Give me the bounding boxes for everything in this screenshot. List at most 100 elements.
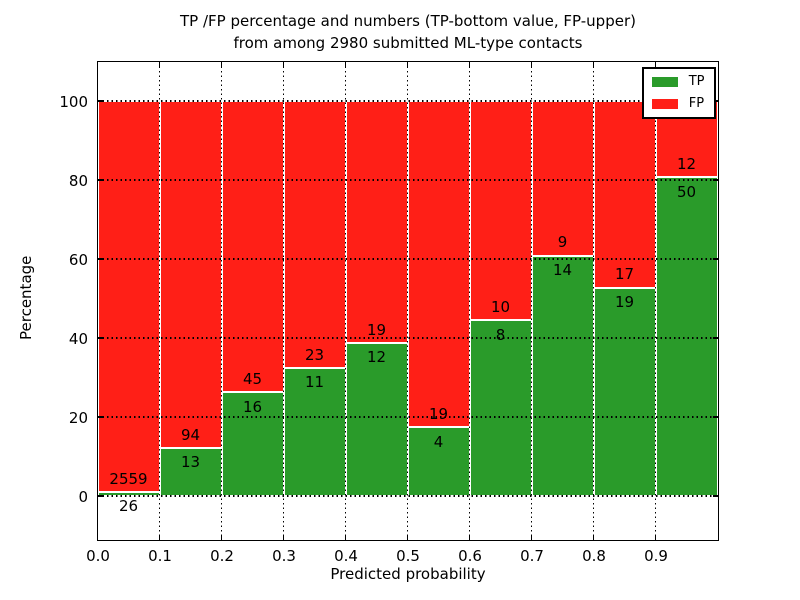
x-gridline	[344, 61, 347, 540]
bar-tp-count: 13	[180, 453, 201, 472]
legend: TP FP	[641, 66, 716, 119]
bar-fp-count: 9	[557, 233, 568, 252]
x-tick-top	[344, 61, 347, 67]
x-tick-label: 0.7	[520, 547, 544, 565]
x-tick	[158, 534, 161, 540]
bar-tp-count: 12	[366, 348, 387, 367]
bar-fp-segment	[97, 101, 160, 493]
y-tick	[97, 416, 103, 418]
x-tick-top	[96, 61, 99, 67]
bar-tp-count: 4	[433, 432, 444, 451]
bar-tp-segment	[345, 343, 408, 497]
tick-marks-layer	[96, 61, 718, 540]
x-tick-label: 0.4	[334, 547, 358, 565]
y-tick-right	[712, 495, 718, 497]
legend-swatch-tp	[651, 76, 678, 87]
x-tick	[282, 534, 285, 540]
annotations-layer: 2559 26 94 13 45 16 23 11 19 12 19 4 10 8 9 14 17 19 12 50	[98, 62, 718, 540]
chart-title: TP /FP percentage and numbers (TP-bottom…	[98, 10, 718, 54]
bar-tp-count: 11	[304, 373, 325, 392]
x-gridline	[654, 61, 657, 540]
bar-fp-count: 2559	[109, 469, 148, 488]
y-tick-label: 80	[68, 171, 88, 190]
x-tick	[654, 534, 657, 540]
x-tick	[406, 534, 409, 540]
bar-fp-count: 94	[180, 425, 201, 444]
y-tick-label: 40	[68, 329, 88, 348]
x-gridline	[282, 61, 285, 540]
bar-tp-segment	[407, 427, 470, 497]
x-tick-label: 0.8	[582, 547, 606, 565]
bar-tp-count: 50	[676, 182, 697, 201]
x-tick-top	[220, 61, 223, 67]
x-tick-top	[406, 61, 409, 67]
bar-fp-segment	[345, 101, 408, 344]
y-tick-label: 60	[68, 250, 88, 269]
x-tick	[96, 534, 99, 540]
y-tick-label: 20	[68, 408, 88, 427]
x-tick	[592, 534, 595, 540]
bar-tp-segment	[469, 320, 532, 497]
x-tick-label: 0.6	[458, 547, 482, 565]
y-tick	[97, 179, 103, 181]
bar-fp-count: 45	[242, 369, 263, 388]
x-tick-top	[654, 61, 657, 67]
chart-title-line2: from among 2980 submitted ML-type contac…	[233, 34, 583, 52]
grid-layer	[97, 61, 718, 540]
x-tick-label: 0.3	[272, 547, 296, 565]
x-gridline	[406, 61, 409, 540]
chart-title-line1: TP /FP percentage and numbers (TP-bottom…	[180, 12, 636, 30]
x-tick-label: 0.9	[644, 547, 668, 565]
y-tick-label: 0	[78, 487, 88, 506]
y-tick	[97, 100, 103, 102]
bar-tp-segment	[283, 368, 346, 497]
plot-area: 2559 26 94 13 45 16 23 11 19 12 19 4 10 8 9 14 17 19 12 50 …	[96, 60, 719, 541]
x-tick-top	[592, 61, 595, 67]
x-tick	[530, 534, 533, 540]
x-tick-label: 0.1	[148, 547, 172, 565]
legend-label-fp: FP	[688, 95, 705, 111]
x-gridline	[220, 61, 223, 540]
bar-tp-count: 19	[614, 292, 635, 311]
bar-tp-count: 16	[242, 397, 263, 416]
x-tick-label: 0.5	[396, 547, 420, 565]
x-tick-label: 0.0	[86, 547, 110, 565]
x-tick-top	[530, 61, 533, 67]
bar-fp-segment	[283, 101, 346, 369]
x-tick	[220, 534, 223, 540]
bar-fp-segment	[531, 101, 594, 256]
bar-fp-count: 19	[366, 320, 387, 339]
legend-label-tp: TP	[688, 73, 705, 89]
y-tick	[97, 495, 103, 497]
bar-fp-count: 10	[490, 298, 511, 317]
y-tick-label: 100	[59, 92, 88, 111]
bar-fp-count: 19	[428, 404, 449, 423]
x-gridline	[530, 61, 533, 540]
bar-tp-count: 14	[552, 260, 573, 279]
x-tick-label: 0.2	[210, 547, 234, 565]
x-gridline	[592, 61, 595, 540]
bar-tp-count: 8	[495, 325, 506, 344]
y-tick	[97, 337, 103, 339]
y-axis-label: Percentage	[17, 255, 35, 340]
legend-entry-tp: TP	[651, 73, 705, 89]
y-tick-right	[712, 337, 718, 339]
x-tick	[344, 534, 347, 540]
x-axis-label: Predicted probability	[330, 565, 486, 583]
y-tick-right	[712, 416, 718, 418]
x-tick-top	[158, 61, 161, 67]
x-gridline	[158, 61, 161, 540]
x-tick-top	[468, 61, 471, 67]
legend-entry-fp: FP	[651, 95, 705, 111]
y-tick-right	[712, 179, 718, 181]
bar-fp-count: 17	[614, 265, 635, 284]
x-tick	[468, 534, 471, 540]
bar-fp-count: 23	[304, 345, 325, 364]
x-tick-top	[282, 61, 285, 67]
x-gridline	[468, 61, 471, 540]
bar-tp-segment	[531, 255, 594, 497]
bar-fp-count: 12	[676, 155, 697, 174]
y-tick	[97, 258, 103, 260]
legend-swatch-fp	[651, 98, 678, 109]
